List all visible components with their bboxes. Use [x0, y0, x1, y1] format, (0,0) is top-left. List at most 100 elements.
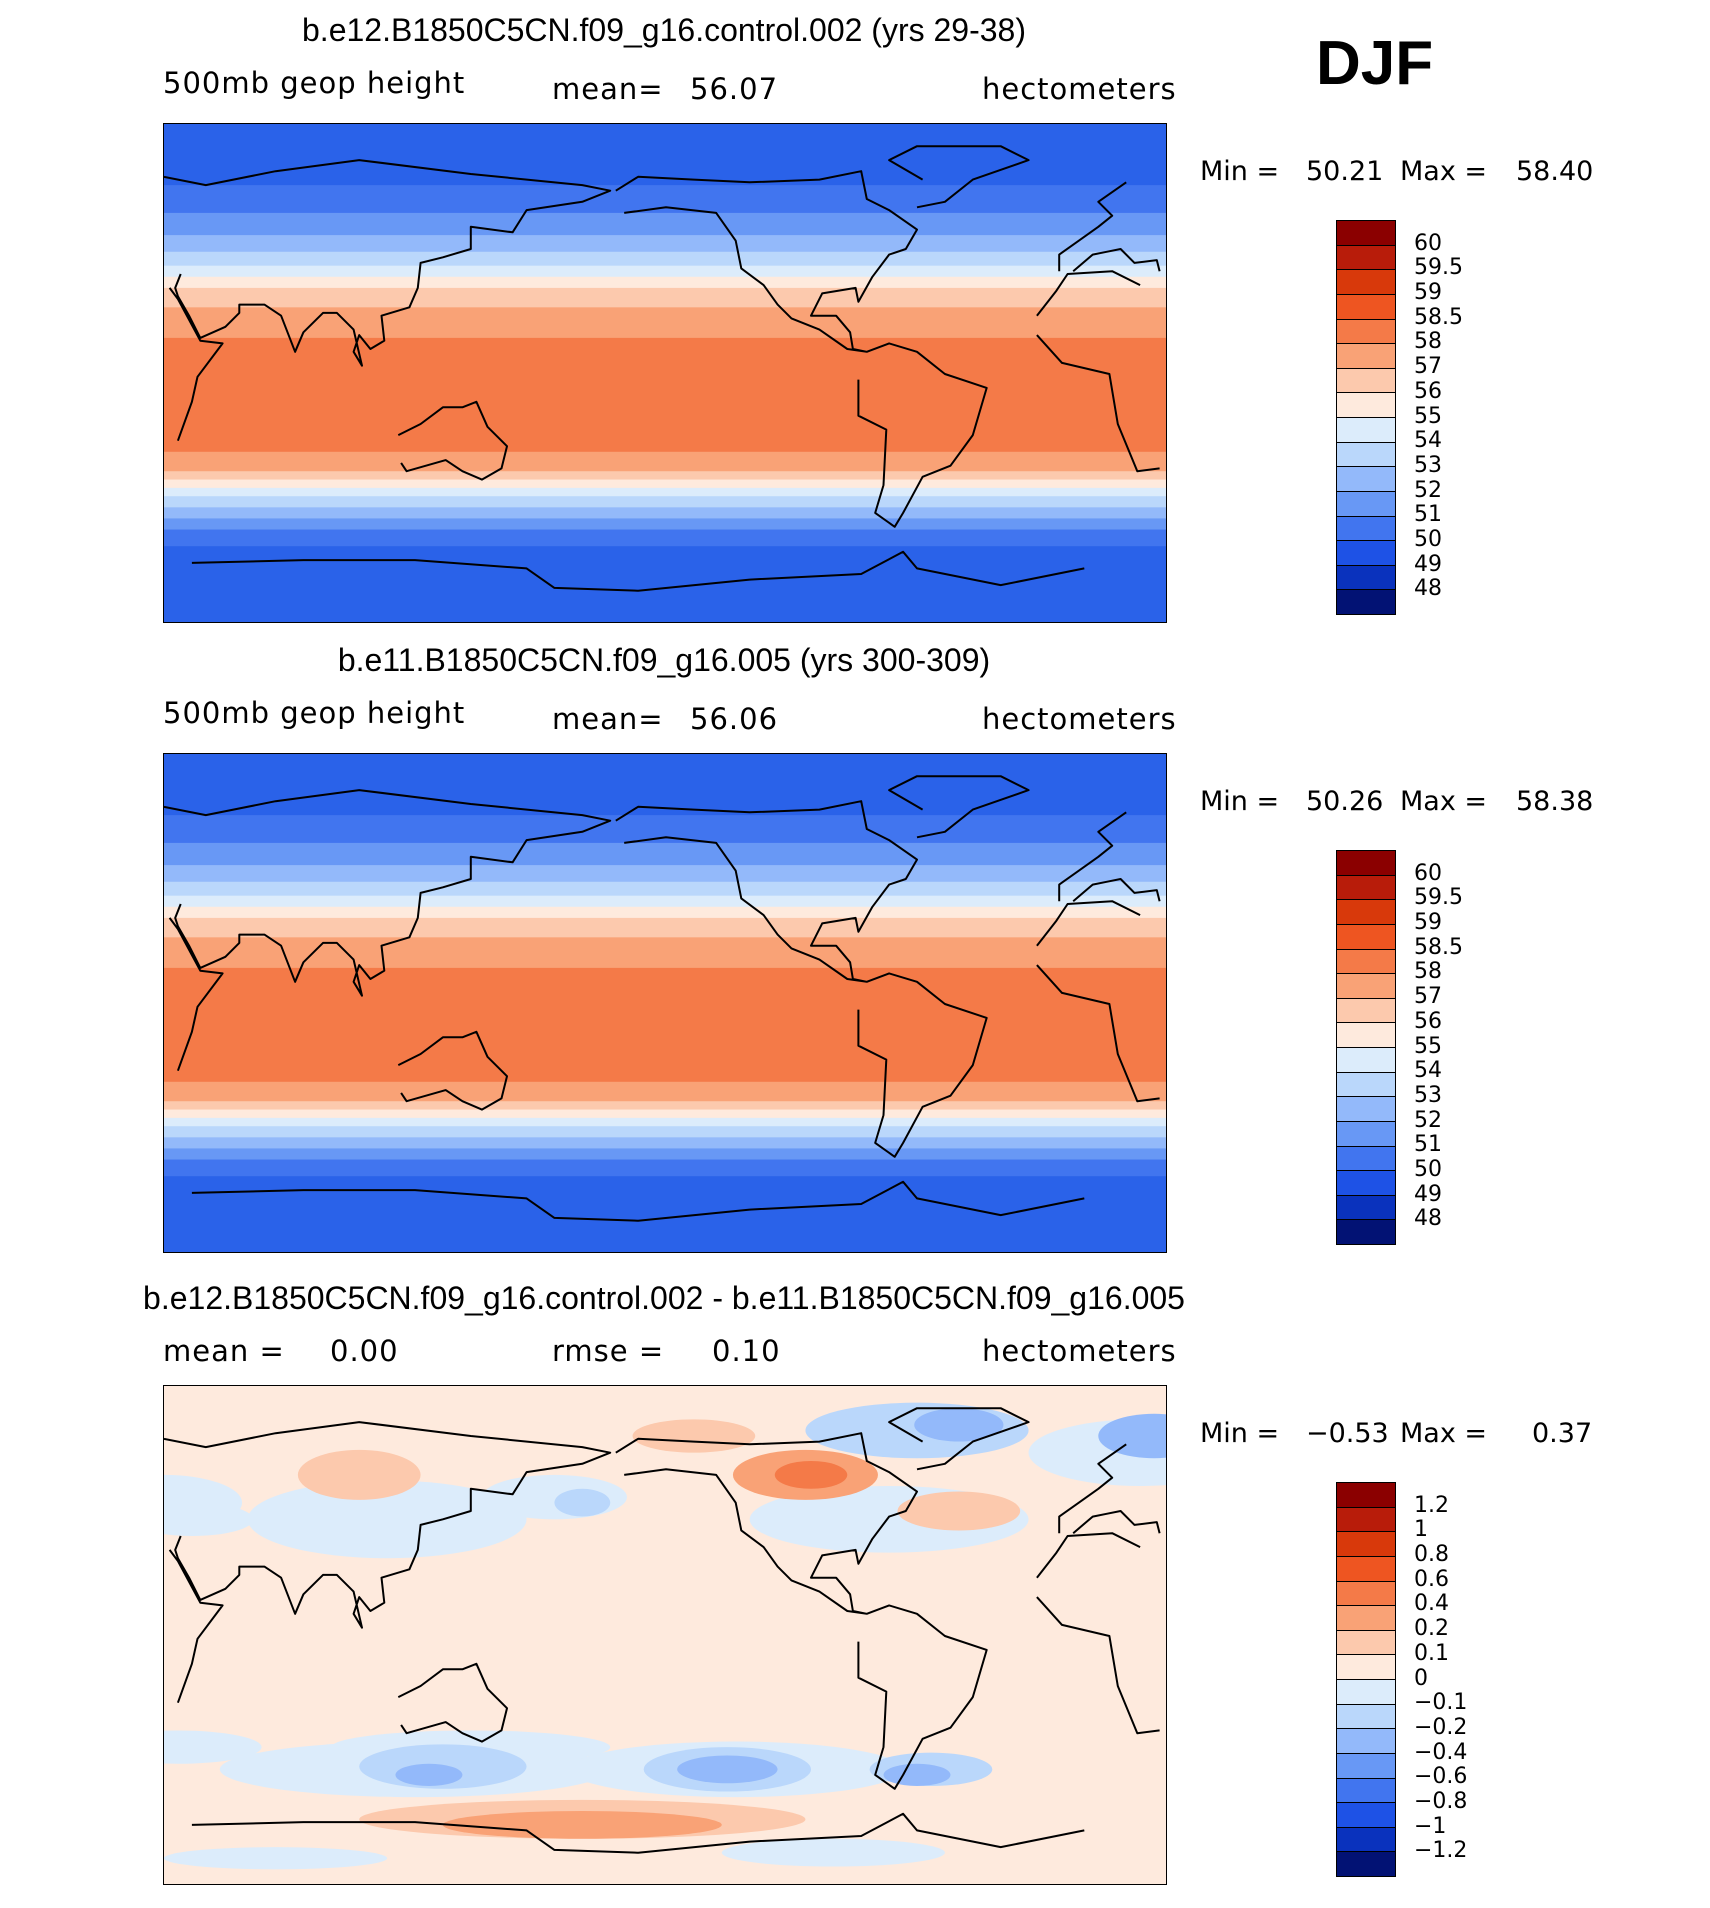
panel1-contour-band [164, 212, 1166, 236]
panel2-colorbar-swatch [1337, 1171, 1395, 1196]
panel1-colorbar-swatch [1337, 491, 1395, 517]
panel2-colorbar-tick-label: 55 [1414, 1033, 1442, 1059]
panel1-contour-band [164, 518, 1166, 531]
panel2-contour-band [164, 842, 1166, 866]
panel1-max-label: Max = [1400, 156, 1488, 187]
panel3-anomaly-region [164, 1847, 388, 1870]
panel3-colorbar-swatch [1337, 1680, 1395, 1705]
panel3-colorbar-tick-label: 1.2 [1414, 1492, 1449, 1518]
panel1-field [164, 124, 1166, 622]
panel1-contour-band [164, 507, 1166, 519]
panel2-colorbar-swatch [1337, 1220, 1395, 1244]
panel2-colorbar-tick-label: 56 [1414, 1008, 1442, 1034]
panel3-colorbar-tick-label: −1 [1414, 1813, 1447, 1839]
panel2-min-value: 50.26 [1306, 786, 1384, 817]
panel1-units: hectometers [982, 72, 1177, 106]
panel3-colorbar-swatch [1337, 1483, 1395, 1508]
panel1-min-label: Min = [1200, 156, 1280, 187]
panel2-colorbar-tick-label: 59.5 [1414, 885, 1463, 911]
panel2-colorbar-swatch [1337, 900, 1395, 925]
panel1-colorbar-tick-label: 59.5 [1414, 255, 1463, 281]
panel1-contour-band [164, 287, 1166, 308]
panel2-contour-band [164, 1137, 1166, 1149]
panel2-colorbar-swatch [1337, 1048, 1395, 1073]
panel3-anomaly-region [883, 1763, 951, 1786]
panel1-min-value: 50.21 [1306, 156, 1384, 187]
panel3-colorbar-swatch [1337, 1753, 1395, 1779]
panel3-colorbar-swatch [1337, 1507, 1395, 1533]
panel3-colorbar-tick-label: −0.2 [1414, 1714, 1468, 1740]
panel1-map [163, 123, 1167, 623]
panel2-colorbar-tick-label: 57 [1414, 984, 1442, 1010]
panel2-contour-band [164, 1176, 1166, 1252]
panel3-colorbar-tick-label: −0.6 [1414, 1764, 1468, 1790]
panel3-coastline [164, 1407, 1161, 1854]
panel1-colorbar-swatch [1337, 541, 1395, 566]
panel3-anomaly-region [442, 1811, 722, 1839]
panel1-colorbar-tick-label: 51 [1414, 502, 1442, 528]
panel2-contour-band [164, 1109, 1166, 1119]
panel1-mean-label: mean= [552, 72, 664, 106]
panel3-colorbar [1336, 1482, 1396, 1877]
panel1-coastline [164, 145, 1161, 592]
panel2-mean-value: 56.06 [690, 702, 779, 736]
panel2-colorbar [1336, 850, 1396, 1245]
panel1-colorbar-tick-label: 55 [1414, 403, 1442, 429]
panel2-colorbar-tick-label: 59 [1414, 910, 1442, 936]
panel1-contour-band [164, 546, 1166, 622]
panel3-colorbar-swatch [1337, 1630, 1395, 1656]
panel1-colorbar-swatch [1337, 221, 1395, 246]
panel3-colorbar-swatch [1337, 1556, 1395, 1582]
panel1-mean-value: 56.07 [690, 72, 779, 106]
panel3-anomaly-region [164, 1730, 262, 1764]
panel1-colorbar-swatch [1337, 516, 1395, 542]
panel1-contour-band [164, 276, 1166, 289]
panel1-colorbar-tick-label: 58.5 [1414, 304, 1463, 330]
panel2-colorbar-swatch [1337, 949, 1395, 975]
panel1-contour-band [164, 124, 1166, 186]
panel3-field [164, 1386, 1166, 1884]
panel1-colorbar-swatch [1337, 245, 1395, 271]
panel3-colorbar-swatch [1337, 1581, 1395, 1607]
panel3-colorbar-tick-label: 0.4 [1414, 1591, 1449, 1617]
panel1-colorbar-swatch [1337, 565, 1395, 591]
panel3-min-value: −0.53 [1306, 1418, 1389, 1449]
panel1-colorbar-tick-label: 59 [1414, 280, 1442, 306]
panel3-rmse-label: rmse = [552, 1334, 665, 1368]
panel3-anomaly-region [897, 1491, 1021, 1531]
panel1-colorbar-tick-label: 57 [1414, 354, 1442, 380]
panel2-colorbar-tick-label: 54 [1414, 1058, 1442, 1084]
panel1-colorbar-tick-label: 50 [1414, 526, 1442, 552]
panel1-contour-band [164, 185, 1166, 214]
panel3-anomaly-region [395, 1763, 463, 1786]
panel2-colorbar-tick-label: 48 [1414, 1206, 1442, 1232]
panel2-colorbar-swatch [1337, 1023, 1395, 1048]
panel1-title: b.e12.B1850C5CN.f09_g16.control.002 (yrs… [302, 12, 1026, 48]
panel1-contour-band [164, 487, 1166, 497]
panel3-mean-value: 0.00 [330, 1334, 399, 1368]
panel2-colorbar-swatch [1337, 1121, 1395, 1147]
panel3-anomaly-region [554, 1488, 611, 1517]
panel3-anomaly-region [632, 1419, 756, 1453]
panel2-field [164, 754, 1166, 1252]
panel1-contour-band [164, 307, 1166, 339]
panel3-colorbar-swatch [1337, 1606, 1395, 1631]
panel1-colorbar-swatch [1337, 590, 1395, 614]
panel1-colorbar-swatch [1337, 344, 1395, 369]
panel2-contour-band [164, 917, 1166, 938]
panel1-contour-band [164, 337, 1166, 453]
panel2-contour-band [164, 895, 1166, 908]
panel1-colorbar-swatch [1337, 418, 1395, 443]
panel1-colorbar-swatch [1337, 368, 1395, 394]
panel2-colorbar-tick-label: 51 [1414, 1132, 1442, 1158]
panel1-colorbar-swatch [1337, 467, 1395, 492]
panel1-contour-band [164, 496, 1166, 508]
panel3-min-label: Min = [1200, 1418, 1280, 1449]
panel3-colorbar-swatch [1337, 1852, 1395, 1876]
panel1-colorbar-tick-label: 60 [1414, 230, 1442, 256]
panel1-colorbar-tick-label: 58 [1414, 329, 1442, 355]
panel1-colorbar-tick-label: 48 [1414, 576, 1442, 602]
panel2-max-value: 58.38 [1516, 786, 1594, 817]
panel2-coastline [164, 775, 1161, 1222]
panel2-colorbar-swatch [1337, 974, 1395, 999]
